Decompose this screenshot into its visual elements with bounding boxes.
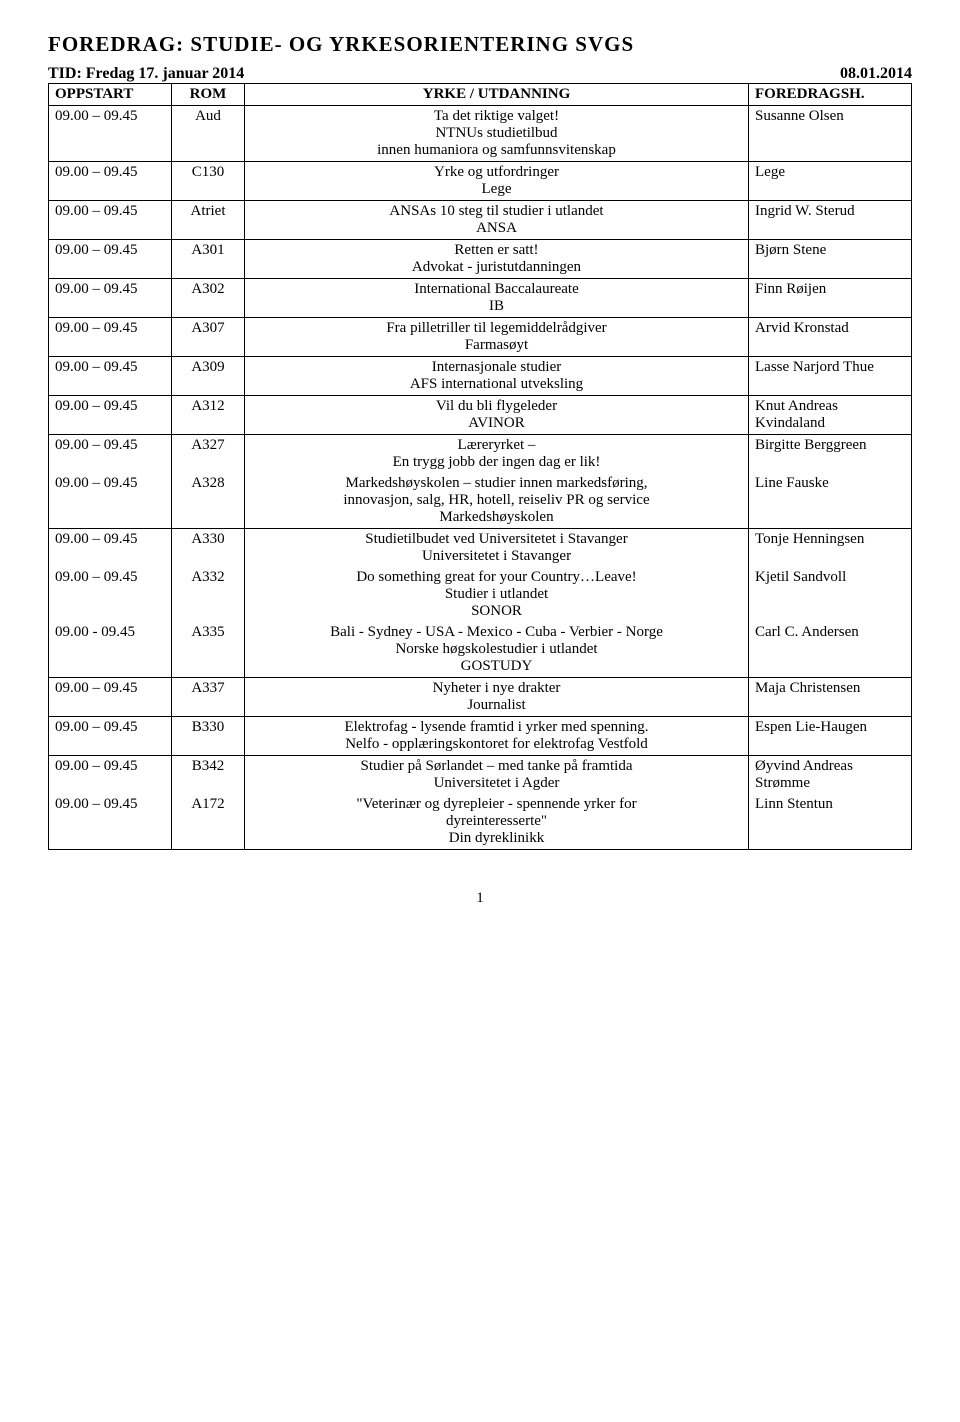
table-row: 09.00 – 09.45A328Markedshøyskolen – stud… xyxy=(49,473,912,529)
cell-room: A335 xyxy=(172,622,245,678)
cell-room: Aud xyxy=(172,106,245,162)
cell-time: 09.00 – 09.45 xyxy=(49,279,172,318)
cell-room: A301 xyxy=(172,240,245,279)
page-title: FOREDRAG: STUDIE- OG YRKESORIENTERING SV… xyxy=(48,32,912,57)
cell-room: A307 xyxy=(172,318,245,357)
cell-room: A337 xyxy=(172,678,245,717)
cell-speaker: Line Fauske xyxy=(749,473,912,529)
table-row: 09.00 – 09.45A301Retten er satt!Advokat … xyxy=(49,240,912,279)
table-row: 09.00 – 09.45B330Elektrofag - lysende fr… xyxy=(49,717,912,756)
table-header-row: OPPSTART ROM YRKE / UTDANNING FOREDRAGSH… xyxy=(49,84,912,106)
cell-speaker: Ingrid W. Sterud xyxy=(749,201,912,240)
table-row: 09.00 – 09.45A332Do something great for … xyxy=(49,567,912,622)
table-row: 09.00 – 09.45A327Læreryrket –En trygg jo… xyxy=(49,435,912,474)
cell-room: A309 xyxy=(172,357,245,396)
subhead-left: TID: Fredag 17. januar 2014 xyxy=(48,65,244,83)
cell-speaker: Finn Røijen xyxy=(749,279,912,318)
cell-room: A327 xyxy=(172,435,245,474)
cell-time: 09.00 – 09.45 xyxy=(49,318,172,357)
cell-room: A302 xyxy=(172,279,245,318)
cell-description: Fra pilletriller til legemiddelrådgiverF… xyxy=(245,318,749,357)
cell-description: "Veterinær og dyrepleier - spennende yrk… xyxy=(245,794,749,850)
cell-room: A172 xyxy=(172,794,245,850)
cell-description: Ta det riktige valget!NTNUs studietilbud… xyxy=(245,106,749,162)
cell-description: Læreryrket –En trygg jobb der ingen dag … xyxy=(245,435,749,474)
cell-room: B342 xyxy=(172,756,245,795)
table-row: 09.00 – 09.45B342Studier på Sørlandet – … xyxy=(49,756,912,795)
subhead-right: 08.01.2014 xyxy=(840,65,912,83)
cell-time: 09.00 – 09.45 xyxy=(49,106,172,162)
cell-room: Atriet xyxy=(172,201,245,240)
cell-time: 09.00 – 09.45 xyxy=(49,567,172,622)
cell-speaker: Bjørn Stene xyxy=(749,240,912,279)
cell-time: 09.00 – 09.45 xyxy=(49,357,172,396)
cell-time: 09.00 – 09.45 xyxy=(49,396,172,435)
cell-time: 09.00 – 09.45 xyxy=(49,794,172,850)
cell-speaker: Tonje Henningsen xyxy=(749,529,912,568)
table-row: 09.00 – 09.45A307Fra pilletriller til le… xyxy=(49,318,912,357)
subhead-row: TID: Fredag 17. januar 2014 08.01.2014 xyxy=(48,65,912,83)
cell-room: A312 xyxy=(172,396,245,435)
table-row: 09.00 – 09.45A337Nyheter i nye drakterJo… xyxy=(49,678,912,717)
page-number: 1 xyxy=(48,890,912,907)
cell-speaker: Espen Lie-Haugen xyxy=(749,717,912,756)
cell-time: 09.00 – 09.45 xyxy=(49,435,172,474)
cell-speaker: Knut Andreas Kvindaland xyxy=(749,396,912,435)
table-row: 09.00 – 09.45A312Vil du bli flygelederAV… xyxy=(49,396,912,435)
cell-speaker: Susanne Olsen xyxy=(749,106,912,162)
cell-speaker: Øyvind Andreas Strømme xyxy=(749,756,912,795)
cell-speaker: Birgitte Berggreen xyxy=(749,435,912,474)
cell-description: Vil du bli flygelederAVINOR xyxy=(245,396,749,435)
table-row: 09.00 – 09.45A309Internasjonale studierA… xyxy=(49,357,912,396)
cell-room: A332 xyxy=(172,567,245,622)
table-row: 09.00 - 09.45A335Bali - Sydney - USA - M… xyxy=(49,622,912,678)
cell-speaker: Maja Christensen xyxy=(749,678,912,717)
cell-time: 09.00 – 09.45 xyxy=(49,473,172,529)
cell-description: Internasjonale studierAFS international … xyxy=(245,357,749,396)
cell-room: C130 xyxy=(172,162,245,201)
table-row: 09.00 – 09.45A172"Veterinær og dyrepleie… xyxy=(49,794,912,850)
cell-speaker: Linn Stentun xyxy=(749,794,912,850)
schedule-table: OPPSTART ROM YRKE / UTDANNING FOREDRAGSH… xyxy=(48,83,912,850)
cell-time: 09.00 – 09.45 xyxy=(49,201,172,240)
cell-description: Elektrofag - lysende framtid i yrker med… xyxy=(245,717,749,756)
cell-time: 09.00 – 09.45 xyxy=(49,162,172,201)
cell-speaker: Lasse Narjord Thue xyxy=(749,357,912,396)
col-rom: ROM xyxy=(172,84,245,106)
cell-time: 09.00 - 09.45 xyxy=(49,622,172,678)
cell-description: Yrke og utfordringerLege xyxy=(245,162,749,201)
cell-description: Nyheter i nye drakterJournalist xyxy=(245,678,749,717)
col-foredrag: FOREDRAGSH. xyxy=(749,84,912,106)
cell-speaker: Kjetil Sandvoll xyxy=(749,567,912,622)
cell-time: 09.00 – 09.45 xyxy=(49,529,172,568)
cell-time: 09.00 – 09.45 xyxy=(49,717,172,756)
table-row: 09.00 – 09.45AudTa det riktige valget!NT… xyxy=(49,106,912,162)
cell-room: A330 xyxy=(172,529,245,568)
cell-description: Retten er satt!Advokat - juristutdanning… xyxy=(245,240,749,279)
cell-description: Studier på Sørlandet – med tanke på fram… xyxy=(245,756,749,795)
cell-description: Studietilbudet ved Universitetet i Stava… xyxy=(245,529,749,568)
table-row: 09.00 – 09.45C130Yrke og utfordringerLeg… xyxy=(49,162,912,201)
cell-room: A328 xyxy=(172,473,245,529)
cell-description: Markedshøyskolen – studier innen markeds… xyxy=(245,473,749,529)
table-row: 09.00 – 09.45AtrietANSAs 10 steg til stu… xyxy=(49,201,912,240)
cell-speaker: Arvid Kronstad xyxy=(749,318,912,357)
cell-speaker: Lege xyxy=(749,162,912,201)
col-yrke: YRKE / UTDANNING xyxy=(245,84,749,106)
cell-description: Bali - Sydney - USA - Mexico - Cuba - Ve… xyxy=(245,622,749,678)
cell-description: International BaccalaureateIB xyxy=(245,279,749,318)
cell-room: B330 xyxy=(172,717,245,756)
table-row: 09.00 – 09.45A302International Baccalaur… xyxy=(49,279,912,318)
cell-time: 09.00 – 09.45 xyxy=(49,756,172,795)
cell-time: 09.00 – 09.45 xyxy=(49,678,172,717)
table-row: 09.00 – 09.45A330Studietilbudet ved Univ… xyxy=(49,529,912,568)
cell-description: Do something great for your Country…Leav… xyxy=(245,567,749,622)
col-oppstart: OPPSTART xyxy=(49,84,172,106)
cell-time: 09.00 – 09.45 xyxy=(49,240,172,279)
cell-speaker: Carl C. Andersen xyxy=(749,622,912,678)
cell-description: ANSAs 10 steg til studier i utlandetANSA xyxy=(245,201,749,240)
